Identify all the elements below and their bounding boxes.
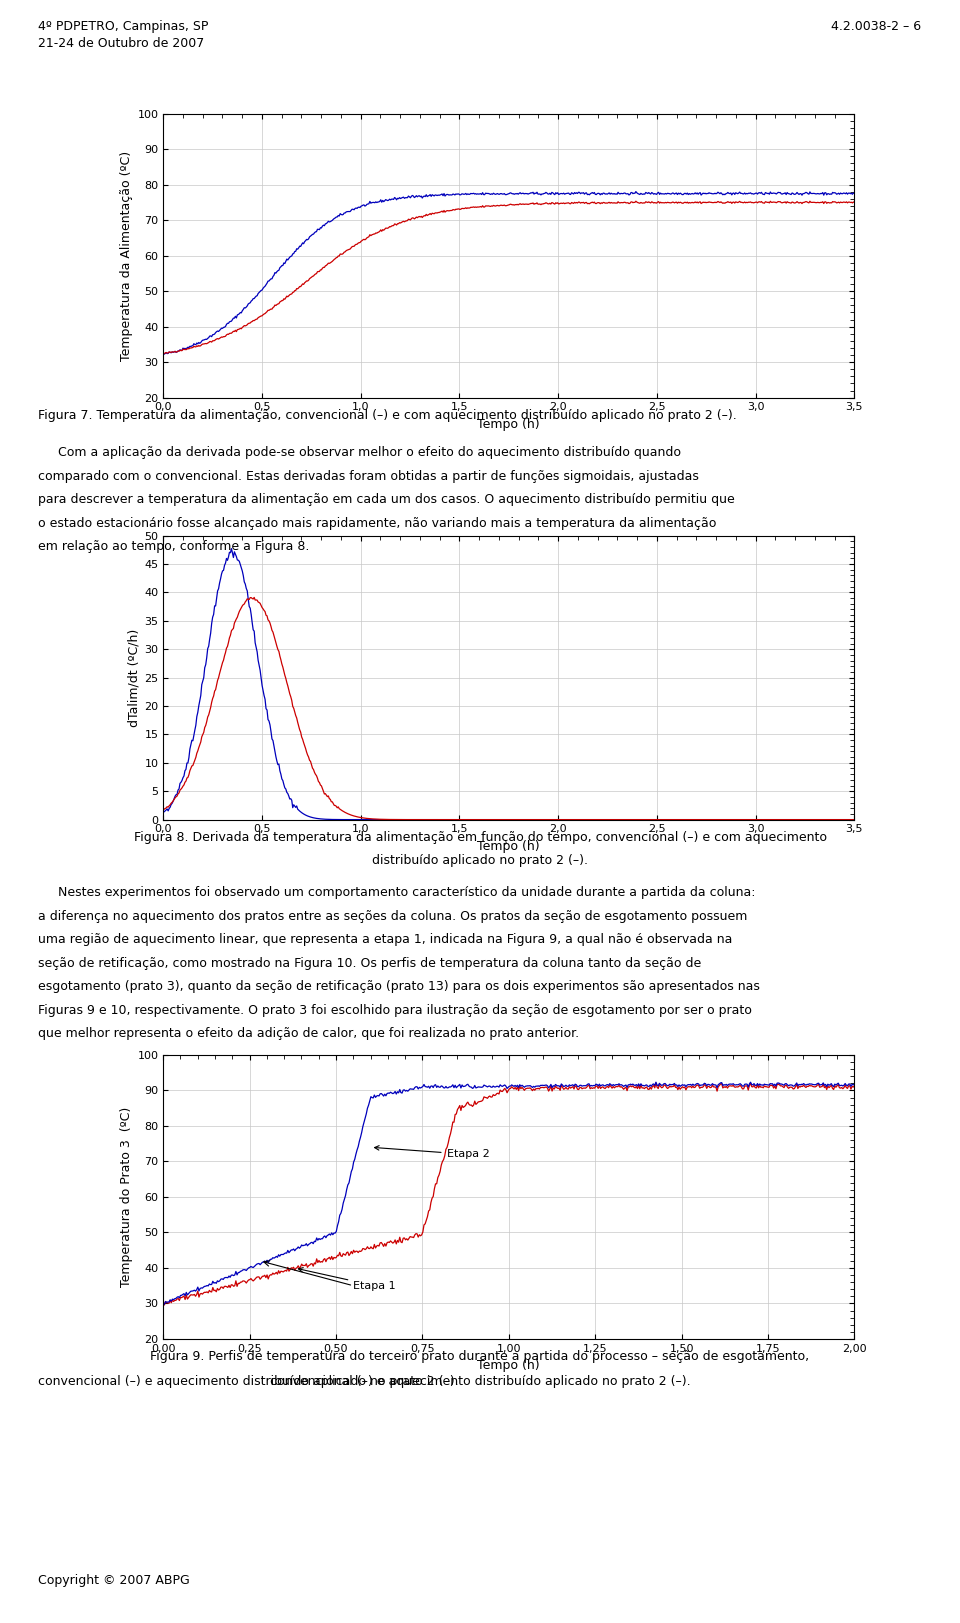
Y-axis label: Temperatura do Prato 3  (ºC): Temperatura do Prato 3 (ºC) — [120, 1107, 133, 1287]
Text: Nestes experimentos foi observado um comportamento característico da unidade dur: Nestes experimentos foi observado um com… — [38, 886, 756, 899]
X-axis label: Tempo (h): Tempo (h) — [477, 841, 540, 854]
Text: Etapa 1: Etapa 1 — [299, 1268, 396, 1290]
Text: Copyright © 2007 ABPG: Copyright © 2007 ABPG — [38, 1574, 190, 1587]
X-axis label: Tempo (h): Tempo (h) — [477, 1360, 540, 1373]
Text: a diferença no aquecimento dos pratos entre as seções da coluna. Os pratos da se: a diferença no aquecimento dos pratos en… — [38, 909, 748, 923]
Y-axis label: dTalim/dt (ºC/h): dTalim/dt (ºC/h) — [127, 628, 140, 727]
Text: convencional (–) e aquecimento distribuído aplicado no prato 2 (–).: convencional (–) e aquecimento distribuí… — [270, 1375, 690, 1388]
Text: Figura 7. Temperatura da alimentação, convencional (–) e com aquecimento distrib: Figura 7. Temperatura da alimentação, co… — [38, 409, 737, 422]
Text: 4º PDPETRO, Campinas, SP
21-24 de Outubro de 2007: 4º PDPETRO, Campinas, SP 21-24 de Outubr… — [38, 19, 208, 50]
Text: Figura 9. Perfis de temperatura do terceiro prato durante a partida do processo : Figura 9. Perfis de temperatura do terce… — [151, 1350, 809, 1363]
Text: Etapa 2: Etapa 2 — [374, 1146, 490, 1159]
Text: que melhor representa o efeito da adição de calor, que foi realizada no prato an: que melhor representa o efeito da adição… — [38, 1027, 580, 1040]
Text: esgotamento (prato 3), quanto da seção de retificação (prato 13) para os dois ex: esgotamento (prato 3), quanto da seção d… — [38, 980, 760, 993]
Text: convencional (–) e aquecimento distribuído aplicado no prato 2 (–).: convencional (–) e aquecimento distribuí… — [38, 1375, 459, 1388]
Text: Com a aplicação da derivada pode-se observar melhor o efeito do aquecimento dist: Com a aplicação da derivada pode-se obse… — [38, 446, 682, 459]
Text: Figura 8. Derivada da temperatura da alimentação em função do tempo, convenciona: Figura 8. Derivada da temperatura da ali… — [133, 831, 827, 844]
Text: para descrever a temperatura da alimentação em cada um dos casos. O aquecimento : para descrever a temperatura da alimenta… — [38, 493, 735, 506]
Text: em relação ao tempo, conforme a Figura 8.: em relação ao tempo, conforme a Figura 8… — [38, 540, 310, 553]
Y-axis label: Temperatura da Alimentação (ºC): Temperatura da Alimentação (ºC) — [120, 151, 133, 360]
Text: distribuído aplicado no prato 2 (–).: distribuído aplicado no prato 2 (–). — [372, 854, 588, 867]
Text: seção de retificação, como mostrado na Figura 10. Os perfis de temperatura da co: seção de retificação, como mostrado na F… — [38, 956, 702, 971]
Text: uma região de aquecimento linear, que representa a etapa 1, indicada na Figura 9: uma região de aquecimento linear, que re… — [38, 933, 732, 946]
Text: 4.2.0038-2 – 6: 4.2.0038-2 – 6 — [831, 19, 922, 34]
X-axis label: Tempo (h): Tempo (h) — [477, 419, 540, 432]
Text: Figuras 9 e 10, respectivamente. O prato 3 foi escolhido para ilustração da seçã: Figuras 9 e 10, respectivamente. O prato… — [38, 1003, 753, 1018]
Text: o estado estacionário fosse alcançado mais rapidamente, não variando mais a temp: o estado estacionário fosse alcançado ma… — [38, 516, 717, 531]
Text: comparado com o convencional. Estas derivadas foram obtidas a partir de funções : comparado com o convencional. Estas deri… — [38, 471, 699, 484]
